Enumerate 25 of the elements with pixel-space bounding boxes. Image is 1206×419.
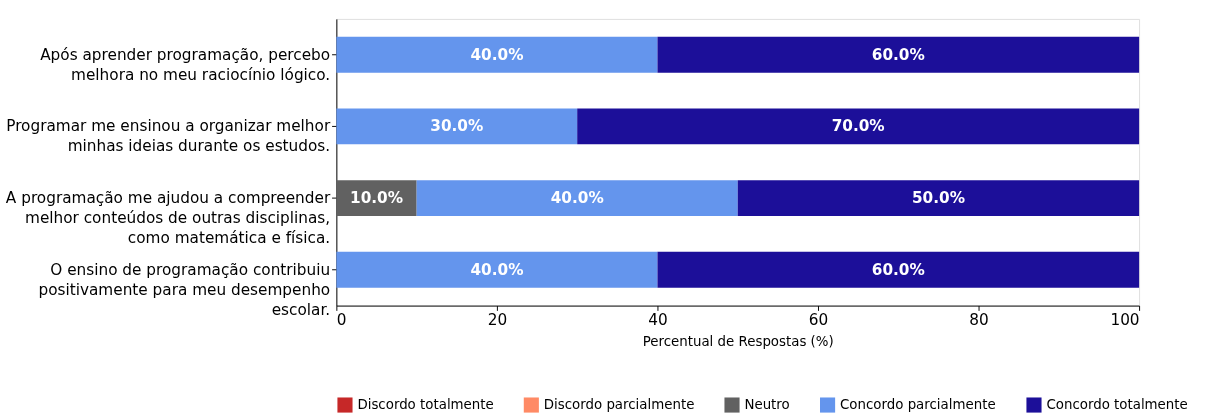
legend-label: Discordo parcialmente [543, 396, 695, 412]
data-label: 50.0% [911, 188, 965, 207]
data-label: 40.0% [470, 45, 524, 64]
x-tick-label: 0 [336, 311, 347, 330]
data-label: 70.0% [831, 117, 885, 136]
data-label: 60.0% [871, 260, 925, 279]
x-tick-label: 80 [969, 311, 989, 330]
y-tick-label: A programação me ajudou a compreender melhor conteúdos de outras disciplinas, como matemática e física. [5, 188, 331, 248]
legend-label: Concordo totalmente [1046, 396, 1188, 412]
data-label: 10.0% [350, 188, 404, 207]
legend-label: Neutro [744, 396, 790, 412]
x-tick-label: 20 [487, 311, 508, 330]
x-tick-label: 100 [1110, 311, 1140, 330]
legend-label: Discordo totalmente [357, 396, 494, 412]
data-label: 40.0% [550, 188, 604, 207]
x-axis-title: Percentual de Respostas (%) [642, 334, 834, 350]
data-label: 40.0% [470, 260, 524, 279]
data-label: 60.0% [871, 45, 925, 64]
y-tick-label: Após aprender programação, percebo melhora no meu raciocínio lógico. [40, 45, 331, 84]
y-tick-label: Programar me ensinou a organizar melhor minhas ideias durante os estudos. [6, 117, 331, 156]
legend-label: Concordo parcialmente [840, 396, 996, 412]
x-tick-label: 40 [648, 311, 668, 330]
x-tick-label: 60 [808, 311, 829, 330]
data-label: 30.0% [430, 117, 484, 136]
y-tick-label: O ensino de programação contribuiu positivamente para meu desempenho escolar. [38, 260, 331, 319]
